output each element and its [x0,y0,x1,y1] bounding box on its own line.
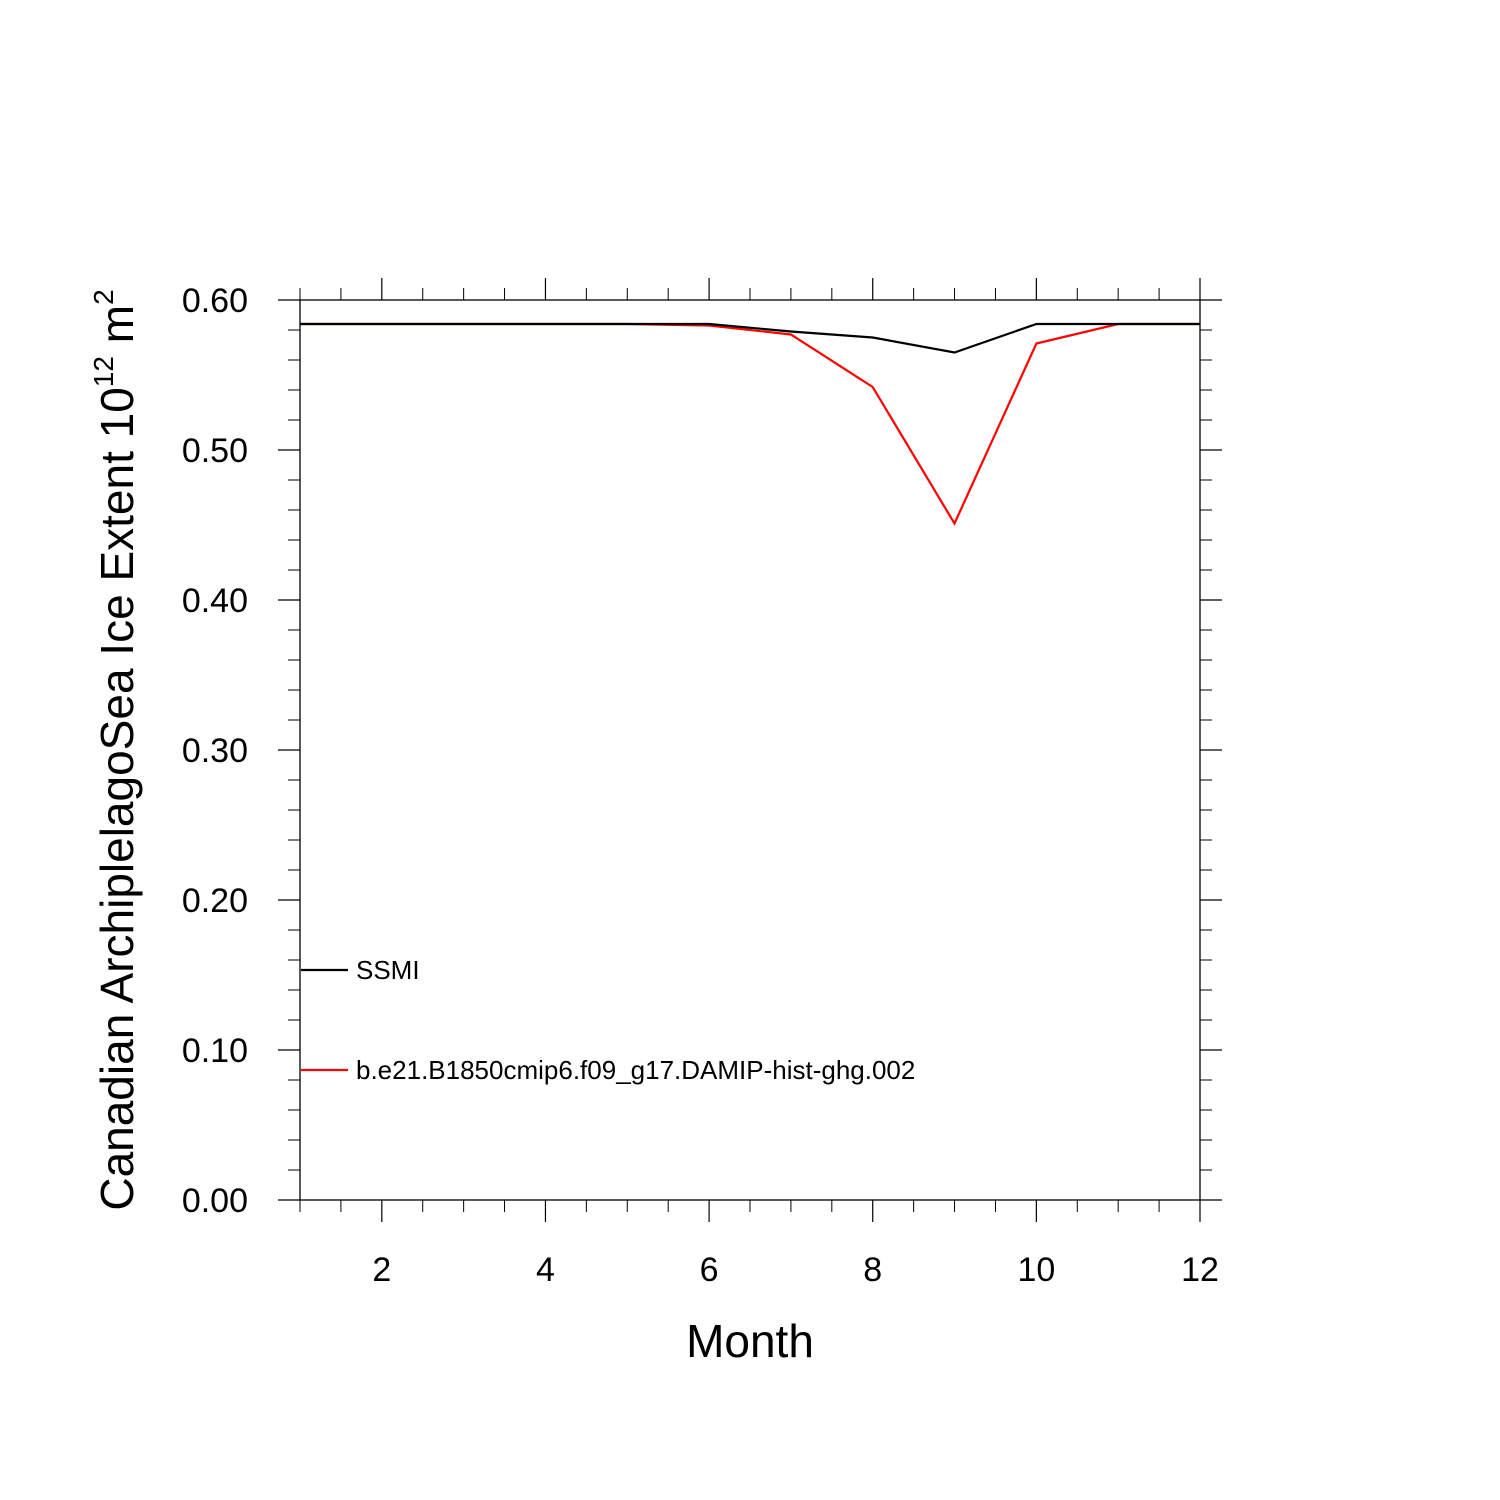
y-tick-label: 0.10 [182,1032,248,1070]
y-tick-label: 0.30 [182,732,248,770]
x-tick-label: 10 [1017,1251,1055,1289]
y-tick-label: 0.50 [182,432,248,470]
y-tick-label: 0.60 [182,282,248,320]
legend-label: b.e21.B1850cmip6.f09_g17.DAMIP-hist-ghg.… [356,1055,915,1085]
x-tick-label: 2 [372,1251,391,1289]
series-line-model [300,322,1200,526]
legend-label: SSMI [356,955,420,985]
y-axis-title: Canadian ArchiplelagoSea Ice Extent 1012… [88,289,143,1210]
y-axis-title-base: Canadian ArchiplelagoSea Ice Extent 10 [91,387,143,1210]
series-line-ssmi [300,322,1200,354]
y-axis-title-exponent: 12 [88,356,119,387]
x-tick-label: 8 [863,1251,882,1289]
y-axis-title-unit: m [91,305,143,356]
axis-ticks [278,278,1222,1222]
x-tick-label: 6 [700,1251,719,1289]
x-tick-label: 4 [536,1251,555,1289]
y-tick-label: 0.40 [182,582,248,620]
plot-frame [299,299,1201,1201]
y-tick-label: 0.00 [182,1182,248,1220]
x-axis-title: Month [686,1315,814,1367]
y-tick-label: 0.20 [182,882,248,920]
x-tick-label: 12 [1181,1251,1219,1289]
series-layer [300,322,1200,526]
tick-labels: 2 4 6 8 10 12 0.00 0.10 0.20 0.30 0.40 0.50 0.60 [182,282,1219,1289]
y-axis-title-unit-exponent: 2 [88,289,119,305]
legend: SSMI b.e21.B1850cmip6.f09_g17.DAMIP-hist-… [301,955,915,1085]
